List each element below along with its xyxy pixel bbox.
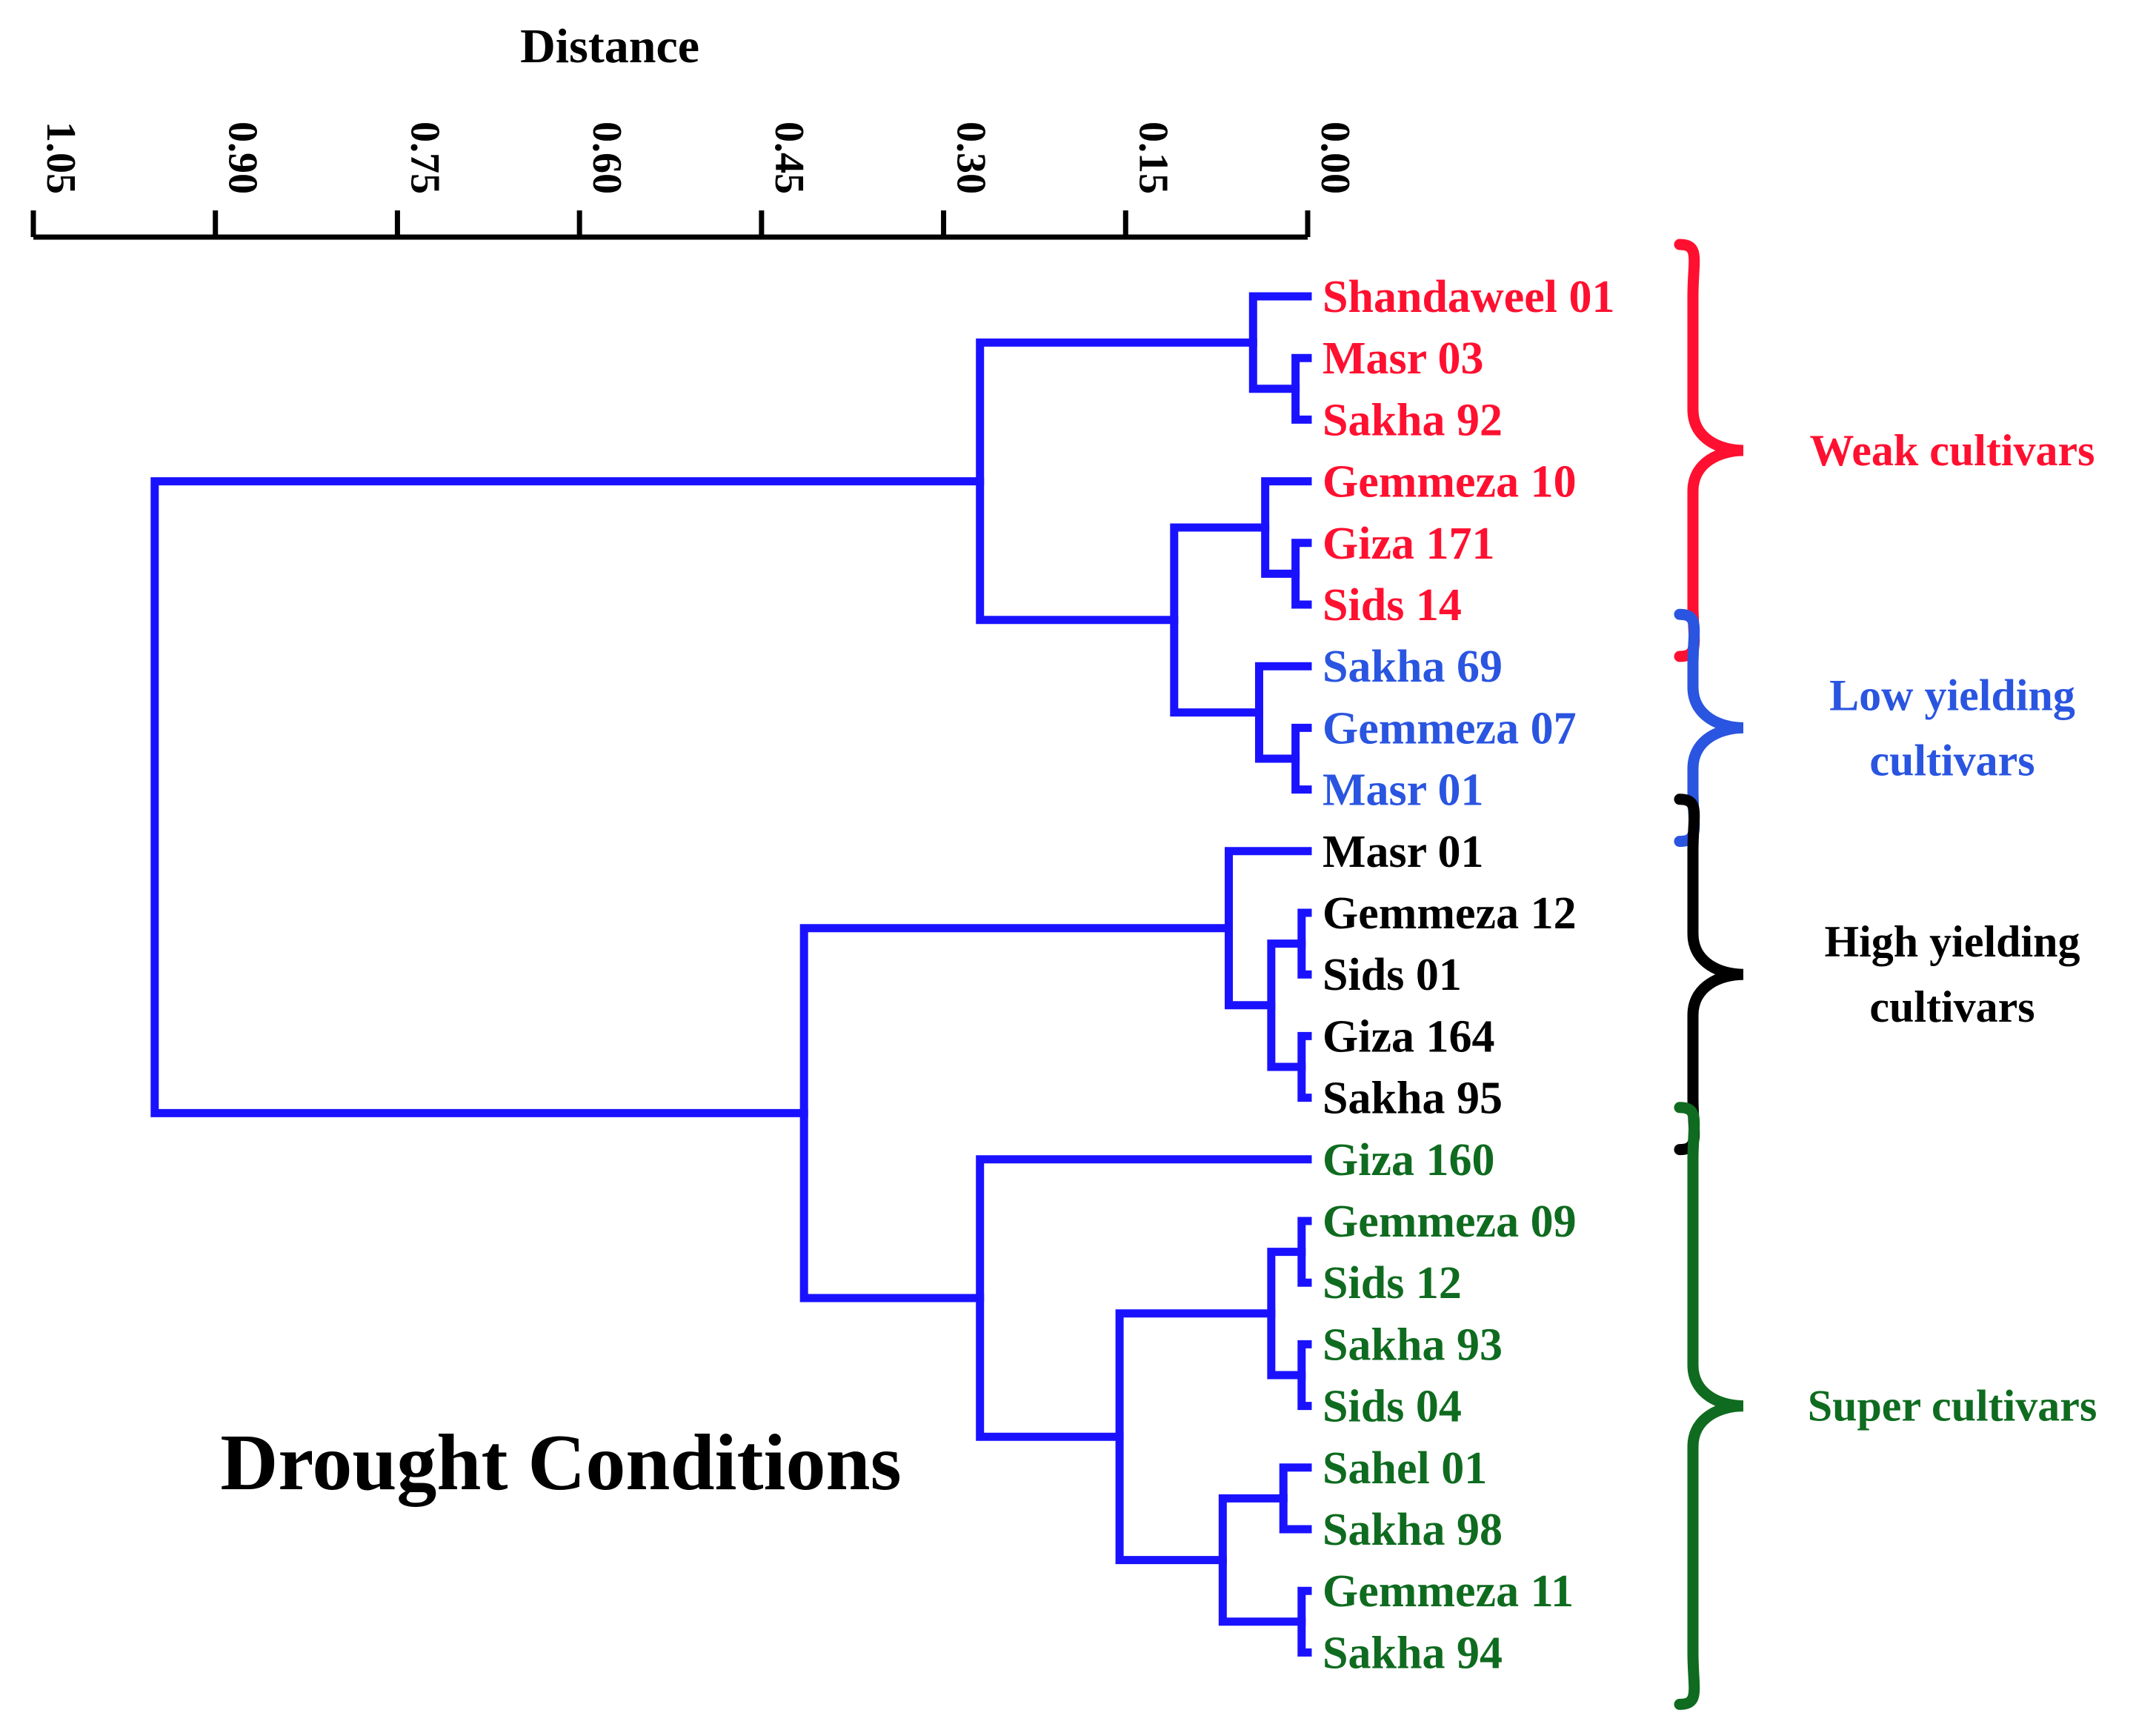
leaf-label: Masr 03 <box>1322 333 1484 384</box>
tick-label: 0.30 <box>948 122 994 194</box>
leaf-label: Sakha 94 <box>1322 1628 1503 1678</box>
group-brace <box>1674 1102 1744 1710</box>
tick-label: 0.45 <box>766 122 812 194</box>
distance-axis: Distance 1.05 0.90 0.75 0.60 0.45 0.30 0.15 0.0… <box>30 19 1358 240</box>
leaf-label: Gemmeza 07 <box>1322 703 1577 753</box>
leaf-label: Shandaweel 01 <box>1322 272 1614 322</box>
dendrogram-branches <box>150 292 1312 1657</box>
leaf-label: Sahel 01 <box>1322 1443 1487 1494</box>
tick-label: 0.00 <box>1312 122 1358 194</box>
group-label: Low yielding cultivars <box>1829 671 2075 785</box>
cluster-groups: Weak cultivars Low yielding cultivars High … <box>1674 239 2097 1710</box>
tick-label: 0.90 <box>220 122 266 194</box>
dendrogram-branch <box>1254 662 1312 763</box>
dendrogram-branch <box>150 477 985 1117</box>
axis-title: Distance <box>520 19 699 73</box>
dendrogram-branch <box>1261 477 1312 578</box>
tick-label: 0.60 <box>584 122 630 194</box>
leaf-label: Sids 01 <box>1322 950 1462 1000</box>
leaf-label: Sakha 92 <box>1322 395 1503 445</box>
chart-title: Drought Conditions <box>220 1419 901 1507</box>
leaf-label: Giza 164 <box>1322 1011 1494 1062</box>
tick-label: 0.15 <box>1130 122 1176 194</box>
leaf-label: Sakha 93 <box>1322 1320 1503 1370</box>
dendrogram-branch <box>1218 1494 1306 1626</box>
group-label: High yielding cultivars <box>1824 917 2080 1031</box>
group-label: Super cultivars <box>1808 1382 2097 1431</box>
leaf-labels: Shandaweel 01 Masr 03 Sakha 92 Gemmeza 10 Gi… <box>1322 272 1614 1678</box>
group-label: Weak cultivars <box>1810 426 2095 475</box>
leaf-label: Sids 14 <box>1322 580 1462 631</box>
dendrogram-branch <box>1115 1309 1276 1565</box>
leaf-label: Gemmeza 11 <box>1322 1566 1574 1617</box>
leaf-label: Sakha 95 <box>1322 1074 1503 1124</box>
tick-label: 1.05 <box>38 122 84 194</box>
leaf-label: Gemmeza 12 <box>1322 888 1577 939</box>
leaf-label: Gemmeza 09 <box>1322 1197 1577 1247</box>
leaf-label: Giza 171 <box>1322 519 1494 569</box>
leaf-label: Masr 01 <box>1322 765 1484 816</box>
dendrogram-branch <box>1170 523 1270 717</box>
dendrogram-branch <box>799 924 1234 1303</box>
leaf-label: Sakha 98 <box>1322 1505 1503 1555</box>
leaf-label: Masr 01 <box>1322 827 1484 877</box>
dendrogram-branch <box>976 338 1257 625</box>
leaf-label: Gemmeza 10 <box>1322 457 1577 508</box>
leaf-label: Sakha 69 <box>1322 642 1503 692</box>
dendrogram-branch <box>1267 939 1306 1071</box>
dendrogram-branch <box>1267 1248 1306 1380</box>
group-brace <box>1674 239 1744 662</box>
leaf-label: Sids 12 <box>1322 1258 1462 1308</box>
leaf-label: Sids 04 <box>1322 1382 1462 1432</box>
tick-label: 0.75 <box>402 122 447 194</box>
leaf-label: Giza 160 <box>1322 1135 1494 1185</box>
dendrogram-branch <box>976 1155 1312 1441</box>
group-brace <box>1674 794 1744 1156</box>
